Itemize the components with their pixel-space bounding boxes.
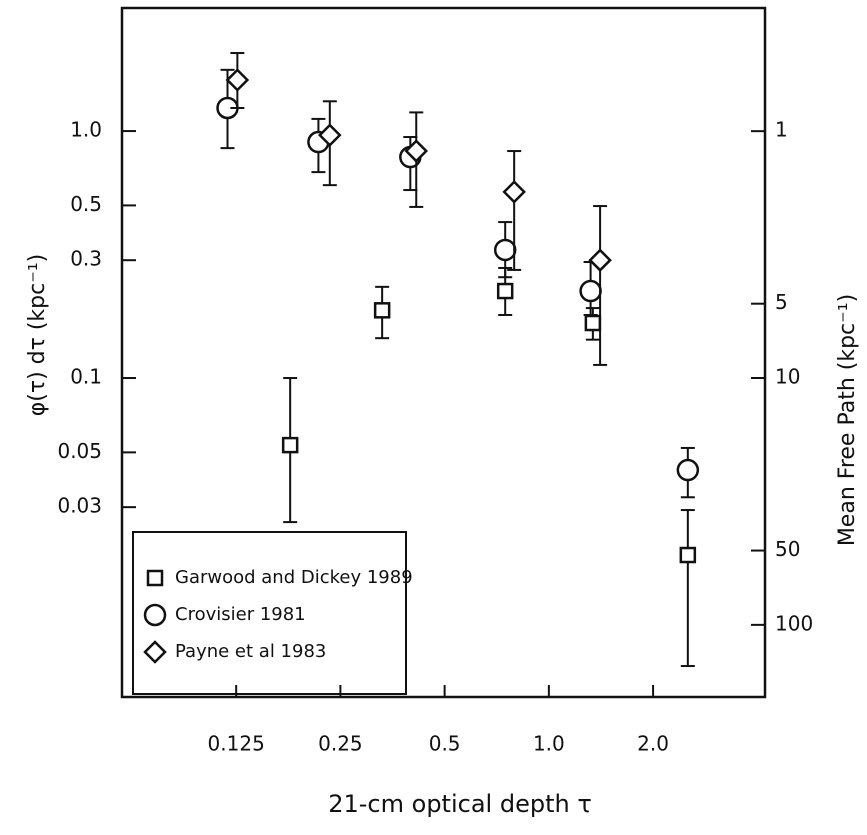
y2-tick-label: 10 — [775, 365, 800, 389]
x-tick-label: 2.0 — [637, 732, 669, 756]
legend-marker — [143, 603, 167, 627]
data-point — [584, 314, 602, 332]
y-tick-label: 0.05 — [57, 439, 102, 463]
data-point — [318, 123, 342, 147]
data-point — [588, 248, 612, 272]
y-tick-label: 1.0 — [70, 118, 102, 142]
legend-marker — [143, 640, 167, 664]
y-axis-label: φ(τ) dτ (kpc⁻¹) — [25, 254, 50, 417]
plot-frame — [120, 6, 767, 699]
data-point — [679, 546, 697, 564]
y2-tick-label: 5 — [775, 290, 788, 314]
y-tick-label: 0.03 — [57, 494, 102, 518]
legend-box — [132, 531, 407, 695]
legend-label: Garwood and Dickey 1989 — [175, 567, 413, 588]
legend-label: Payne et al 1983 — [175, 641, 326, 662]
x-tick-label: 0.25 — [318, 732, 363, 756]
y2-tick-label: 50 — [775, 537, 800, 561]
data-point — [502, 180, 526, 204]
data-point — [579, 279, 602, 303]
y-tick-label: 0.1 — [70, 365, 102, 389]
data-point — [373, 302, 391, 319]
x-tick-label: 1.0 — [533, 732, 565, 756]
y-tick-label: 0.5 — [70, 192, 102, 216]
x-tick-label: 0.125 — [208, 732, 265, 756]
x-tick-label: 0.5 — [429, 732, 461, 756]
legend-label: Crovisier 1981 — [175, 604, 306, 625]
y2-axis-label: Mean Free Path (kpc⁻¹) — [835, 294, 860, 546]
data-point — [493, 238, 517, 262]
y2-tick-label: 1 — [775, 118, 788, 142]
data-point — [225, 68, 250, 92]
data-point — [281, 436, 299, 454]
legend-marker — [146, 569, 164, 587]
y-tick-label: 0.3 — [70, 247, 102, 271]
x-axis-label: 21-cm optical depth τ — [328, 790, 592, 818]
data-point — [676, 458, 700, 482]
y2-tick-label: 100 — [775, 611, 813, 635]
data-point — [496, 282, 514, 300]
data-point — [404, 139, 429, 163]
